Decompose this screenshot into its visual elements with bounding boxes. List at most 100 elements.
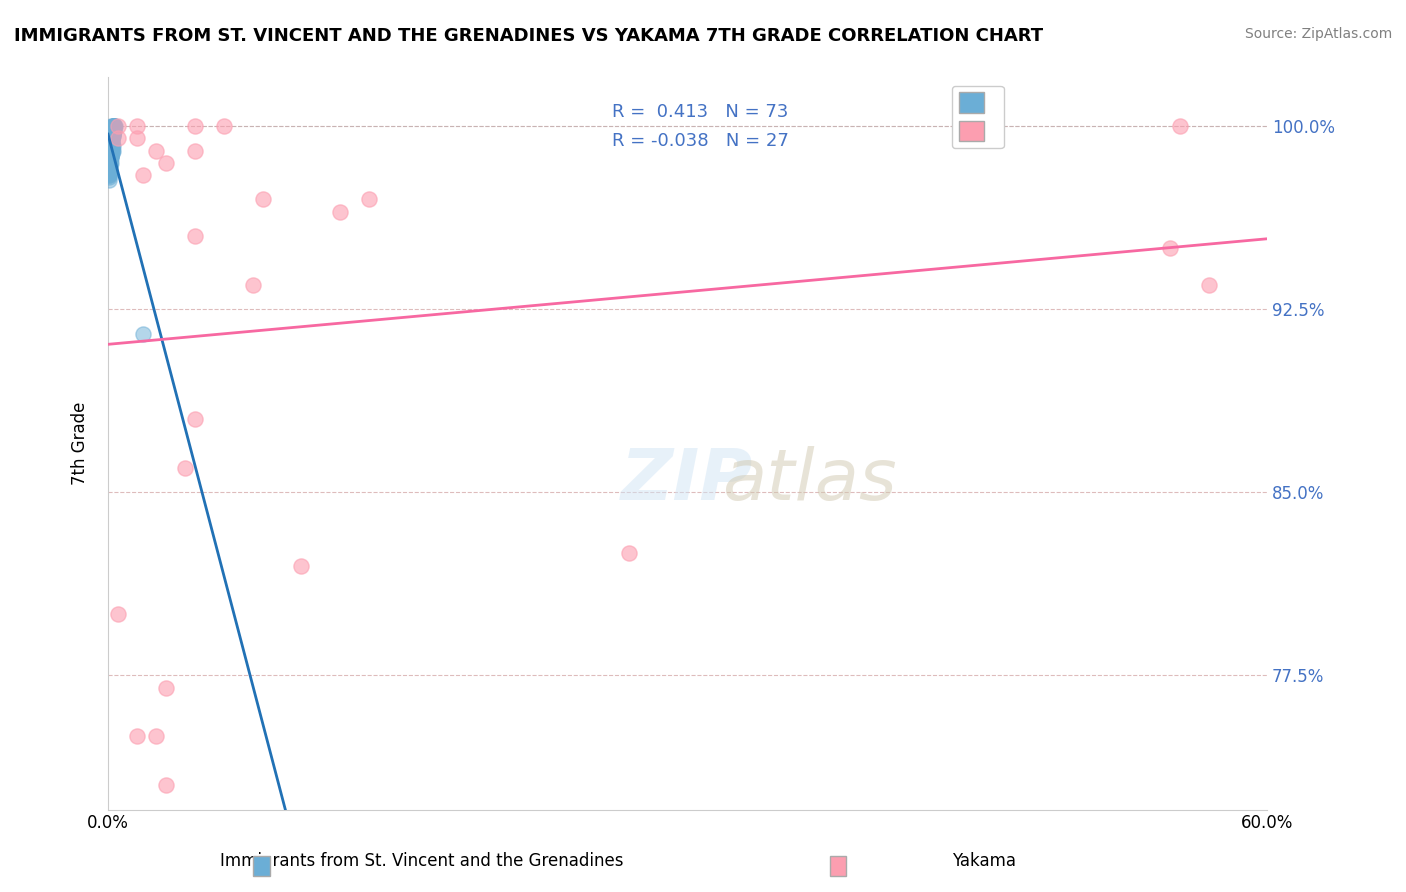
Point [100,148,122,162]
Point [100,138,122,153]
Point [107,120,129,134]
Point [100,136,122,151]
Point [101,144,124,158]
Point [103,120,125,134]
Point [98,128,121,143]
Point [98,124,121,138]
Point [98,134,121,148]
Point [184,412,207,426]
Point [101,141,124,155]
Y-axis label: 7th Grade: 7th Grade [72,401,89,485]
Point [100,138,122,153]
Point [101,146,124,161]
Point [101,136,124,151]
Point [103,124,125,138]
Point [132,168,155,182]
Point [97,173,120,187]
Point [98,163,121,178]
Point [103,121,125,136]
Point [98,131,121,145]
Point [184,229,207,244]
Point [100,156,122,170]
Point [98,136,121,151]
Point [100,120,122,134]
Point [103,120,125,134]
Point [155,156,177,170]
Text: R = -0.038   N = 27: R = -0.038 N = 27 [612,132,789,151]
Text: Source: ZipAtlas.com: Source: ZipAtlas.com [1244,27,1392,41]
Point [242,277,264,292]
Point [103,128,125,143]
Point [100,148,122,162]
Point [101,127,124,141]
Point [100,134,122,148]
Point [97,170,120,185]
Point [98,156,121,170]
Text: R =  0.413   N = 73: R = 0.413 N = 73 [612,103,789,121]
Text: Yakama: Yakama [952,852,1017,870]
Point [103,120,125,134]
Point [212,120,235,134]
Point [101,144,124,158]
Point [184,144,207,158]
Point [101,144,124,158]
Point [125,120,148,134]
Point [100,131,122,145]
Point [98,141,121,155]
Point [329,204,352,219]
Point [97,156,120,170]
Point [98,151,121,165]
Point [100,144,122,158]
Point [98,166,121,180]
Point [100,136,122,151]
Point [98,127,121,141]
Point [101,120,124,134]
Point [107,131,129,145]
Point [100,141,122,155]
Point [184,120,207,134]
Point [101,131,124,145]
Point [100,151,122,165]
Point [174,461,197,475]
Point [155,778,177,792]
Point [98,158,121,172]
Text: atlas: atlas [721,446,897,515]
Text: Immigrants from St. Vincent and the Grenadines: Immigrants from St. Vincent and the Gren… [221,852,623,870]
Point [125,729,148,743]
Point [357,193,380,207]
Text: ZIP: ZIP [621,446,754,515]
Point [103,127,125,141]
Point [103,120,125,134]
Point [100,128,122,143]
Point [1168,120,1191,134]
Point [100,146,122,161]
Point [103,120,125,134]
Point [1159,241,1181,255]
Point [100,131,122,145]
Point [145,144,167,158]
Point [125,131,148,145]
Point [98,138,121,153]
Point [619,546,641,560]
Point [107,607,129,622]
Point [101,128,124,143]
Point [101,121,124,136]
Point [104,120,127,134]
Point [98,161,121,175]
Point [100,144,122,158]
Point [98,161,121,175]
Point [98,158,121,172]
Point [98,168,121,182]
Point [145,729,167,743]
Point [100,148,122,162]
Point [252,193,274,207]
Legend: , : , [952,86,1004,148]
Point [101,131,124,145]
Point [103,120,125,134]
Point [100,141,122,155]
Point [290,558,312,573]
Point [103,120,125,134]
Point [1198,277,1220,292]
Point [98,151,121,165]
Point [101,124,124,138]
